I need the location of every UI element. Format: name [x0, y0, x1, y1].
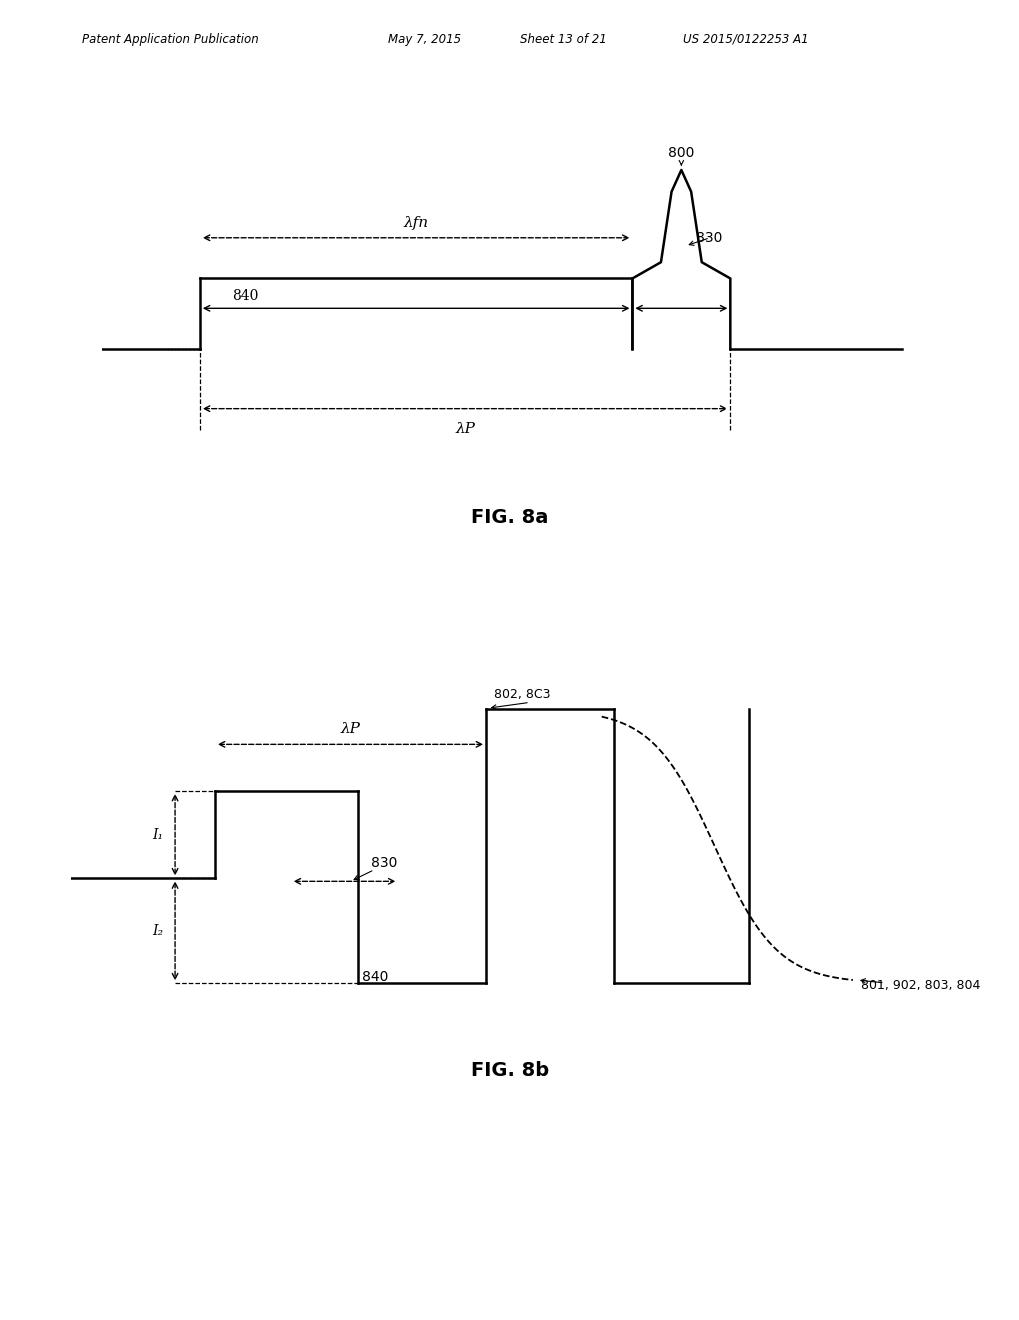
Text: 802, 8C3: 802, 8C3	[493, 688, 550, 701]
Text: 830: 830	[695, 231, 721, 244]
Text: λP: λP	[340, 722, 360, 735]
Text: 801, 902, 803, 804: 801, 902, 803, 804	[860, 979, 979, 993]
Text: FIG. 8b: FIG. 8b	[471, 1061, 548, 1080]
Text: 840: 840	[232, 289, 259, 302]
Text: US 2015/0122253 A1: US 2015/0122253 A1	[683, 33, 808, 46]
Text: Sheet 13 of 21: Sheet 13 of 21	[520, 33, 606, 46]
Text: 800: 800	[667, 147, 694, 160]
Text: Patent Application Publication: Patent Application Publication	[82, 33, 258, 46]
Text: I₁: I₁	[152, 828, 163, 842]
Text: May 7, 2015: May 7, 2015	[387, 33, 461, 46]
Text: I₂: I₂	[152, 924, 163, 937]
Text: λP: λP	[454, 422, 475, 436]
Text: 830: 830	[371, 855, 397, 870]
Text: λfn: λfn	[404, 215, 428, 230]
Text: 840: 840	[362, 970, 388, 985]
Text: FIG. 8a: FIG. 8a	[471, 508, 548, 527]
